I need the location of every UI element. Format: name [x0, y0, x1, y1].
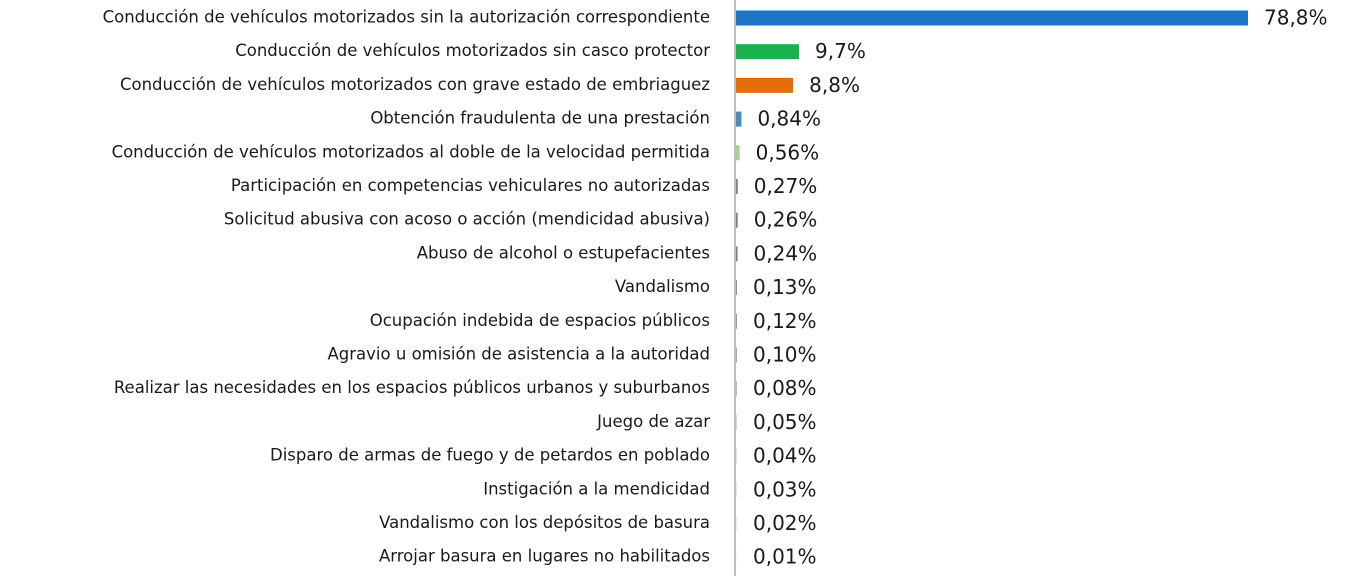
- bar: [736, 313, 737, 329]
- category-label: Arrojar basura en lugares no habilitados: [379, 547, 710, 566]
- value-label: 0,13%: [753, 275, 817, 299]
- category-label: Juego de azar: [596, 412, 710, 431]
- bar: [736, 212, 738, 228]
- category-label: Conducción de vehículos motorizados sin …: [103, 8, 710, 27]
- category-label: Agravio u omisión de asistencia a la aut…: [328, 345, 710, 364]
- value-label: 78,8%: [1264, 6, 1328, 30]
- value-label: 0,26%: [754, 208, 818, 232]
- bar: [736, 381, 737, 397]
- value-label: 8,8%: [809, 73, 860, 97]
- category-label: Abuso de alcohol o estupefacientes: [417, 243, 710, 262]
- category-label: Disparo de armas de fuego y de petardos …: [270, 446, 710, 465]
- value-label: 9,7%: [815, 39, 866, 63]
- bar: [736, 145, 740, 161]
- category-label: Participación en competencias vehiculare…: [231, 176, 710, 195]
- category-label: Vandalismo con los depósitos de basura: [379, 513, 710, 532]
- category-label: Ocupación indebida de espacios públicos: [370, 311, 710, 330]
- value-label: 0,56%: [756, 140, 820, 164]
- value-label: 0,04%: [753, 444, 817, 468]
- category-label: Conducción de vehículos motorizados sin …: [235, 41, 710, 60]
- value-label: 0,84%: [757, 107, 821, 131]
- bar: [736, 111, 742, 127]
- category-label: Realizar las necesidades en los espacios…: [114, 378, 710, 397]
- category-label: Conducción de vehículos motorizados con …: [120, 75, 710, 94]
- bar: [736, 77, 794, 93]
- value-label: 0,05%: [753, 410, 817, 434]
- value-label: 0,27%: [754, 174, 818, 198]
- value-label: 0,02%: [753, 511, 817, 535]
- category-label: Solicitud abusiva con acoso o acción (me…: [224, 210, 710, 229]
- bar: [736, 246, 738, 262]
- bar: [736, 44, 800, 60]
- category-label: Instigación a la mendicidad: [483, 479, 710, 498]
- value-label: 0,24%: [754, 241, 818, 265]
- value-label: 0,12%: [753, 309, 817, 333]
- category-label: Conducción de vehículos motorizados al d…: [112, 142, 710, 161]
- category-label: Vandalismo: [615, 277, 710, 296]
- category-label: Obtención fraudulenta de una prestación: [370, 109, 710, 128]
- bar: [736, 179, 738, 194]
- bar: [736, 280, 737, 296]
- value-label: 0,08%: [753, 376, 817, 400]
- value-label: 0,10%: [753, 343, 817, 367]
- value-label: 0,03%: [753, 477, 817, 501]
- bar: [736, 347, 737, 363]
- bar: [736, 10, 1248, 26]
- value-label: 0,01%: [753, 545, 817, 569]
